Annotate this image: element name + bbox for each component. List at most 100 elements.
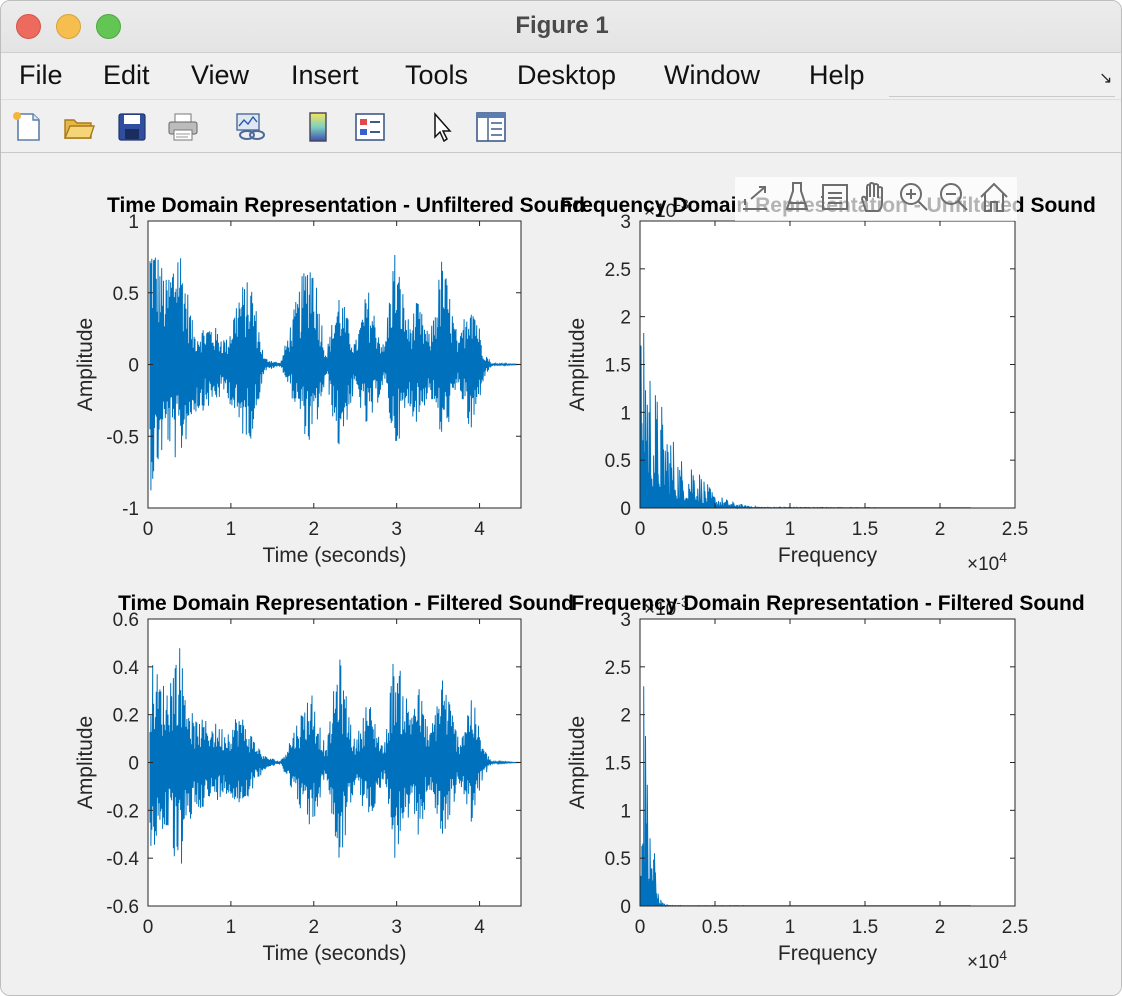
- link-plot-icon[interactable]: [233, 110, 267, 144]
- export-glyph: [743, 186, 767, 210]
- restore-view-icon[interactable]: [980, 182, 1008, 212]
- y-tick-label: -1: [122, 499, 139, 520]
- minimize-window-button[interactable]: [56, 14, 81, 39]
- x-tick-label: 2: [935, 917, 946, 938]
- y-tick-label: 0: [128, 356, 139, 377]
- x-tick-label: 2.5: [1002, 917, 1028, 938]
- x-tick-label: 0.5: [702, 519, 728, 540]
- chart-3: 0 1 2 3 4 -0.6 -0.4 -0.2 0 0.2 0.4 0.6 Time (seconds…: [74, 592, 574, 965]
- y-tick-label: 3: [620, 610, 631, 631]
- menu-bar: File Edit View Insert Tools Desktop Wind…: [1, 54, 1121, 98]
- y-tick-label: 1.5: [605, 356, 631, 377]
- y-tick-label: 2: [620, 308, 631, 329]
- open-file-icon[interactable]: [62, 110, 96, 144]
- y-tick-label: 2: [620, 706, 631, 727]
- x-axis-label: Frequency: [778, 544, 878, 567]
- menu-edit[interactable]: Edit: [103, 60, 150, 90]
- pan-glyph: [860, 182, 883, 212]
- y-tick-label: 0.6: [113, 610, 139, 631]
- x-tick-label: 1.5: [852, 917, 878, 938]
- y-tick-label: 0: [620, 897, 631, 918]
- save-icon[interactable]: [115, 110, 149, 144]
- y-exponent-label: ×10-3: [644, 594, 689, 620]
- x-tick-label: 1: [226, 519, 237, 540]
- export-icon[interactable]: [743, 186, 767, 210]
- zoom-in-icon[interactable]: [900, 183, 928, 211]
- pan-icon[interactable]: [860, 182, 883, 212]
- brush-icon[interactable]: [785, 182, 809, 210]
- figure-canvas: 0 1 2 3 4 -1 -0.5 0 0.5 1 Time (seconds) Amplitude T…: [1, 154, 1121, 995]
- dock-figure-icon[interactable]: ↘: [1099, 70, 1113, 87]
- x-tick-label: 1: [785, 519, 796, 540]
- menu-file[interactable]: File: [19, 60, 63, 90]
- y-axis-label: Amplitude: [74, 716, 97, 809]
- property-inspector-icon[interactable]: [474, 110, 508, 144]
- y-tick-label: 2.5: [605, 260, 631, 281]
- y-tick-label: 3: [620, 212, 631, 233]
- x-tick-label: 1.5: [852, 519, 878, 540]
- plot-area: [640, 221, 1015, 508]
- x-exponent-label: ×104: [967, 549, 1007, 575]
- chart-title: Time Domain Representation - Filtered So…: [118, 592, 574, 615]
- y-tick-label: 1: [620, 801, 631, 822]
- chart-2: 0 0.5 1 1.5 2 2.5 0 0.5 1 1.5 2 2.5 3 Frequency Amplit…: [560, 194, 1096, 575]
- x-tick-label: 4: [474, 519, 485, 540]
- x-tick-label: 0: [143, 519, 154, 540]
- figure-toolbar: [1, 99, 1121, 153]
- window-title: Figure 1: [515, 12, 609, 39]
- insert-colorbar-icon[interactable]: [302, 110, 336, 144]
- zoom-window-button[interactable]: [96, 14, 121, 39]
- chart-4: 0 0.5 1 1.5 2 2.5 0 0.5 1 1.5 2 2.5 3 Frequency Amplit…: [566, 592, 1085, 973]
- menu-help[interactable]: Help: [809, 60, 865, 90]
- waveform-series: [149, 648, 520, 864]
- close-window-button[interactable]: [16, 14, 41, 39]
- new-figure-icon[interactable]: [11, 110, 45, 144]
- y-tick-label: 0: [128, 754, 139, 775]
- menu-window[interactable]: Window: [664, 60, 761, 90]
- menu-separator: [889, 96, 1115, 97]
- y-axis-label: Amplitude: [74, 318, 97, 411]
- x-tick-label: 3: [391, 917, 402, 938]
- y-tick-label: -0.4: [106, 849, 139, 870]
- zoom-out-lens: [940, 183, 962, 205]
- x-tick-label: 4: [474, 917, 485, 938]
- x-tick-label: 1: [226, 917, 237, 938]
- axes-toolbar: [735, 177, 1017, 221]
- y-tick-label: 0.5: [605, 849, 631, 870]
- zoom-out-icon[interactable]: [940, 183, 968, 211]
- menu-tools[interactable]: Tools: [405, 60, 469, 90]
- print-icon[interactable]: [166, 110, 200, 144]
- data-tips-icon[interactable]: [821, 184, 848, 210]
- x-tick-label: 2: [308, 917, 319, 938]
- x-tick-label: 2: [308, 519, 319, 540]
- y-tick-label: 0: [620, 499, 631, 520]
- waveform-series: [149, 254, 520, 491]
- x-tick-label: 1: [785, 917, 796, 938]
- y-tick-label: 0.5: [113, 284, 139, 305]
- x-tick-label: 2.5: [1002, 519, 1028, 540]
- y-tick-label: 2.5: [605, 658, 631, 679]
- menu-view[interactable]: View: [191, 60, 250, 90]
- y-exponent-label: ×10-3: [644, 196, 689, 222]
- edit-plot-arrow-icon[interactable]: [425, 110, 459, 144]
- menu-desktop[interactable]: Desktop: [517, 60, 617, 90]
- x-tick-label: 2: [935, 519, 946, 540]
- insert-legend-icon[interactable]: [353, 110, 387, 144]
- y-tick-label: 0.4: [113, 658, 140, 679]
- y-tick-label: -0.5: [106, 427, 139, 448]
- x-axis-label: Time (seconds): [263, 544, 407, 567]
- y-tick-label: 0.2: [113, 706, 139, 727]
- x-exponent-label: ×104: [967, 947, 1007, 973]
- y-tick-label: 1: [620, 403, 631, 424]
- y-axis-label: Amplitude: [566, 318, 589, 411]
- title-bar: Figure 1: [1, 1, 1121, 53]
- chart-title: Frequency Domain Representation - Filter…: [571, 592, 1084, 615]
- y-tick-label: 0.5: [605, 451, 631, 472]
- x-tick-label: 0: [143, 917, 154, 938]
- chart-title: Time Domain Representation - Unfiltered …: [107, 194, 585, 217]
- data-tips-glyph: [821, 184, 848, 210]
- menu-insert[interactable]: Insert: [291, 60, 359, 90]
- zoom-in-glyph: [906, 189, 928, 211]
- y-tick-label: -0.2: [106, 801, 139, 822]
